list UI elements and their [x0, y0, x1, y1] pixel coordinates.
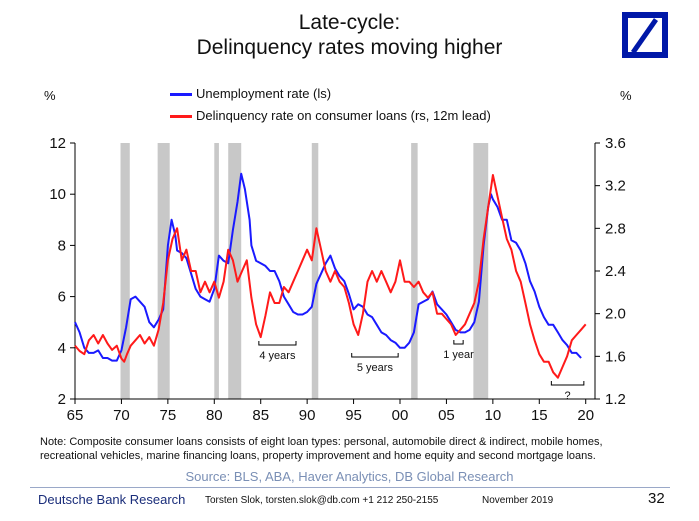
- x-tick-label-9: 10: [485, 407, 502, 424]
- x-tick-label-1: 70: [113, 407, 130, 424]
- deutsche-bank-slash-square-icon: [622, 12, 668, 58]
- footer-date: November 2019: [482, 495, 554, 506]
- x-tick-label-2: 75: [160, 407, 177, 424]
- recession-bar-5: [411, 143, 418, 399]
- chart-title-line2: Delinquency rates moving higher: [196, 36, 503, 59]
- x-tick-label-5: 90: [299, 407, 316, 424]
- footer-brand: Deutsche Bank Research: [38, 492, 186, 507]
- recession-bar-0: [120, 143, 130, 399]
- annotation-bracket-3: [550, 381, 585, 386]
- chart-title-line1: Late-cycle:: [298, 11, 401, 34]
- left-tick-label-2: 6: [58, 289, 66, 306]
- left-tick-label-0: 2: [58, 391, 66, 408]
- annotation-bracket-0: [258, 341, 297, 346]
- left-tick-label-1: 4: [58, 340, 66, 357]
- recession-bar-4: [311, 143, 319, 399]
- right-axis-unit: %: [620, 88, 632, 103]
- footer-page-number: 32: [648, 490, 665, 507]
- series-line-delinquency: [74, 174, 587, 379]
- legend-label-delinquency: Delinquency rate on consumer loans (rs, …: [196, 108, 491, 123]
- left-axis-unit: %: [44, 88, 56, 103]
- legend-swatch-unemployment: [170, 93, 192, 96]
- right-tick-label-4: 2.8: [605, 220, 626, 237]
- recession-bar-1: [157, 143, 170, 399]
- annotation-bracket-1: [351, 353, 399, 358]
- footnote: Note: Composite consumer loans consists …: [40, 436, 603, 462]
- annotation-label-2: 1 year: [443, 349, 474, 361]
- left-tick-label-5: 12: [49, 135, 66, 152]
- x-tick-label-7: 00: [392, 407, 409, 424]
- left-tick-label-4: 10: [49, 186, 66, 203]
- series-line-unemployment: [74, 172, 582, 362]
- right-tick-label-6: 3.6: [605, 135, 626, 152]
- annotation-label-1: 5 years: [357, 362, 394, 374]
- legend-label-unemployment: Unemployment rate (ls): [196, 86, 332, 101]
- right-tick-label-0: 1.2: [605, 391, 626, 408]
- right-tick-label-2: 2.0: [605, 306, 626, 323]
- x-tick-label-6: 95: [345, 407, 362, 424]
- right-tick-label-1: 1.6: [605, 348, 626, 365]
- legend-swatch-delinquency: [170, 115, 192, 118]
- annotation-bracket-2: [453, 340, 464, 345]
- footer-author: Torsten Slok, torsten.slok@db.com +1 212…: [205, 495, 439, 506]
- footer-divider: [30, 487, 670, 488]
- x-tick-label-11: 20: [577, 407, 594, 424]
- x-tick-label-8: 05: [438, 407, 455, 424]
- annotation-label-3: ?: [565, 390, 571, 402]
- left-tick-label-3: 8: [58, 237, 66, 254]
- right-tick-label-5: 3.2: [605, 178, 626, 195]
- annotation-label-0: 4 years: [259, 350, 296, 362]
- x-tick-label-4: 85: [252, 407, 269, 424]
- right-tick-label-3: 2.4: [605, 263, 626, 280]
- source-line: Source: BLS, ABA, Haver Analytics, DB Gl…: [185, 469, 514, 484]
- x-tick-label-10: 15: [531, 407, 548, 424]
- x-tick-label-3: 80: [206, 407, 223, 424]
- x-tick-label-0: 65: [67, 407, 84, 424]
